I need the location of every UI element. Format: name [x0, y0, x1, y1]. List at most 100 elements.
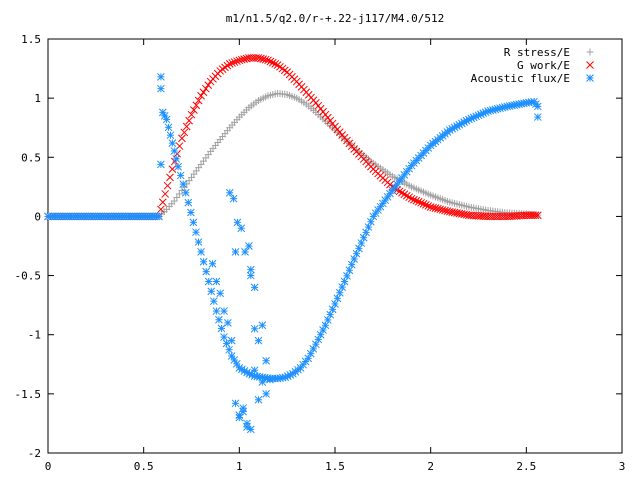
data-point	[184, 198, 193, 207]
y-tick-label: 1	[34, 92, 41, 105]
data-point	[257, 54, 265, 63]
data-point-scattered	[254, 336, 263, 345]
data-point-scattered	[250, 366, 259, 375]
data-point	[433, 204, 442, 213]
data-point	[261, 55, 270, 64]
data-point-scattered	[157, 72, 165, 81]
data-point	[162, 115, 171, 124]
data-point	[217, 324, 226, 333]
data-point	[204, 277, 213, 286]
data-point-scattered	[239, 407, 248, 416]
data-point	[215, 315, 223, 324]
legend-label: G work/E	[517, 59, 570, 72]
data-point	[448, 208, 457, 216]
data-point	[199, 88, 208, 97]
data-point	[168, 139, 177, 147]
data-point	[227, 352, 236, 360]
data-point	[443, 207, 452, 215]
data-point	[185, 116, 193, 125]
series-layer	[44, 54, 542, 434]
data-point-scattered	[246, 265, 255, 274]
data-point	[172, 155, 181, 163]
data-point	[398, 188, 406, 197]
y-tick-label: -1.5	[15, 388, 42, 401]
data-point	[220, 333, 228, 341]
y-tick-label: 0.5	[21, 151, 41, 164]
data-point	[445, 207, 454, 216]
data-point-scattered	[245, 242, 253, 250]
data-point	[158, 198, 167, 207]
data-point-scattered	[262, 356, 270, 365]
data-point-scattered	[254, 395, 263, 404]
x-tick-label: 0.5	[134, 460, 154, 473]
data-point	[194, 96, 203, 105]
y-tick-label: -1	[28, 329, 41, 342]
data-point	[259, 55, 268, 63]
data-point	[266, 57, 275, 66]
data-point	[199, 257, 208, 266]
y-tick-label: 0	[34, 210, 41, 223]
data-point	[235, 56, 244, 65]
data-point-scattered	[266, 375, 274, 384]
data-point	[197, 91, 205, 100]
data-point	[410, 195, 418, 204]
x-tick-label: 3	[619, 460, 626, 473]
data-point	[457, 210, 466, 218]
data-point	[182, 122, 191, 131]
data-point	[170, 147, 179, 155]
data-point-scattered	[227, 336, 236, 345]
y-tick-label: -0.5	[15, 270, 42, 283]
data-point	[422, 201, 430, 209]
data-point	[531, 211, 540, 220]
legend-label: Acoustic flux/E	[471, 72, 570, 85]
data-point	[426, 203, 435, 211]
data-point	[170, 197, 178, 205]
data-point	[345, 266, 354, 275]
data-point	[180, 128, 189, 137]
data-point-scattered	[237, 224, 246, 233]
data-point	[230, 58, 239, 66]
data-point-scattered	[231, 399, 240, 408]
y-tick-label: 1.5	[21, 33, 41, 46]
data-point	[202, 267, 211, 276]
data-point	[225, 345, 233, 354]
legend-marker	[586, 61, 594, 69]
legend-marker	[586, 48, 594, 56]
data-point	[178, 134, 186, 143]
x-tick-label: 1.5	[325, 460, 345, 473]
data-point-scattered	[229, 194, 238, 203]
data-point	[441, 206, 449, 215]
data-point	[189, 218, 198, 227]
data-point	[181, 188, 190, 197]
data-point-scattered	[250, 283, 259, 292]
x-axis: 0 0.5 1 1.5 2 2.5 3	[45, 39, 626, 473]
data-point	[164, 123, 173, 132]
legend-marker	[586, 74, 594, 82]
data-point	[431, 204, 440, 213]
data-point-scattered	[250, 324, 259, 333]
data-point	[455, 209, 464, 218]
data-point	[194, 238, 203, 246]
data-point	[436, 205, 445, 214]
data-point-scattered	[246, 271, 255, 280]
data-point	[438, 206, 447, 214]
data-point	[166, 173, 174, 182]
chart-title: m1/n1.5/q2.0/r-+.22-j117/M4.0/512	[226, 12, 445, 25]
data-point	[163, 181, 172, 190]
data-point	[424, 202, 433, 210]
data-point	[533, 102, 542, 111]
data-point	[405, 193, 413, 202]
data-point-scattered	[241, 248, 249, 256]
data-point	[417, 198, 425, 207]
data-point	[207, 287, 216, 296]
data-point	[233, 57, 241, 66]
data-point	[323, 316, 332, 324]
data-point	[209, 297, 218, 306]
data-point	[175, 190, 183, 198]
data-point	[179, 180, 188, 188]
data-point	[192, 228, 200, 237]
y-axis: 1.5 1 0.5 0 -0.5 -1 -1.5 -2	[15, 33, 622, 460]
series-r-stress-e	[44, 89, 542, 220]
